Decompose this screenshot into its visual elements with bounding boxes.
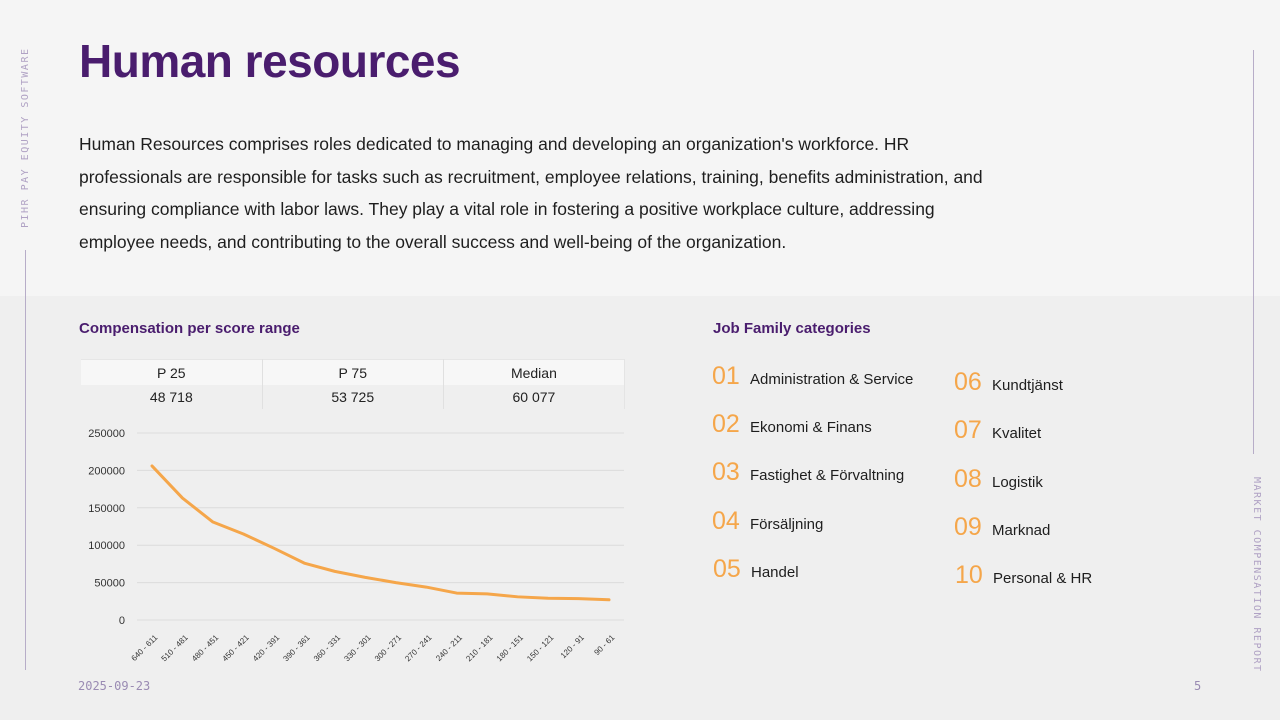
- table-header-p25: P 25: [81, 359, 263, 385]
- job-family-number: 05: [713, 555, 741, 583]
- table-cell-median: 60 077: [443, 385, 626, 409]
- job-family-item: 03 Fastighet & Förvaltning: [712, 458, 904, 487]
- compensation-line-chart: 0 50000 100000 150000 200000 250000 640 - 611 5…: [88, 428, 624, 664]
- compensation-title: Compensation per score range: [79, 320, 300, 337]
- job-family-label: Kvalitet: [992, 425, 1042, 442]
- job-family-label: Logistik: [992, 474, 1043, 491]
- x-tick-label: 390 - 361: [281, 633, 312, 664]
- x-tick-label: 240 - 211: [434, 633, 464, 663]
- y-tick-label: 250000: [88, 428, 125, 440]
- x-tick-label: 90 - 61: [592, 633, 616, 657]
- job-family-item: 07 Kvalitet: [954, 416, 1041, 445]
- job-family-number: 10: [955, 561, 983, 589]
- job-family-label: Personal & HR: [993, 570, 1093, 587]
- y-tick-label: 50000: [94, 578, 125, 590]
- table-cell-p25: 48 718: [81, 385, 263, 409]
- job-family-label: Administration & Service: [750, 371, 914, 388]
- x-tick-label: 120 - 91: [559, 633, 587, 661]
- y-tick-label: 150000: [88, 503, 125, 515]
- job-family-number: 04: [712, 507, 740, 535]
- job-family-item: 04 Försäljning: [712, 507, 823, 536]
- right-side-label: MARKET COMPENSATION REPORT: [1251, 477, 1262, 673]
- x-tick-label: 270 - 241: [403, 633, 434, 664]
- x-tick-label: 510 - 481: [160, 633, 191, 664]
- job-family-item: 05 Handel: [713, 555, 799, 584]
- x-tick-label: 180 - 151: [495, 633, 526, 664]
- table-header-median: Median: [443, 359, 626, 385]
- job-family-item: 01 Administration & Service: [712, 362, 913, 391]
- right-divider-line: [1253, 50, 1254, 454]
- job-family-item: 09 Marknad: [954, 513, 1050, 542]
- x-tick-label: 330 - 301: [342, 633, 373, 664]
- table-row: 48 718 53 725 60 077: [81, 385, 626, 409]
- percentile-table: P 25 P 75 Median 48 718 53 725 60 077: [81, 359, 626, 409]
- job-family-item: 06 Kundtjänst: [954, 368, 1063, 397]
- x-tick-label: 360 - 331: [312, 633, 343, 664]
- job-family-number: 09: [954, 513, 982, 541]
- y-tick-label: 0: [119, 615, 125, 627]
- job-family-label: Ekonomi & Finans: [750, 419, 872, 436]
- table-header-row: P 25 P 75 Median: [81, 359, 626, 385]
- x-tick-label: 420 - 391: [251, 633, 282, 664]
- footer-date: 2025-09-23: [78, 679, 151, 693]
- x-tick-label: 300 - 271: [373, 633, 404, 664]
- job-family-label: Marknad: [992, 522, 1051, 539]
- table-cell-p75: 53 725: [262, 385, 444, 409]
- x-tick-label: 480 - 451: [190, 633, 221, 664]
- page-title: Human resources: [79, 35, 461, 87]
- intro-paragraph: Human Resources comprises roles dedicate…: [79, 134, 983, 252]
- job-family-number: 08: [954, 465, 982, 493]
- x-tick-label: 150 - 121: [525, 633, 556, 664]
- left-side-label: PIHR PAY EQUITY SOFTWARE: [20, 47, 31, 229]
- header-background: [0, 0, 1280, 296]
- series-line: [150, 464, 611, 602]
- job-family-number: 03: [712, 458, 740, 486]
- table-header-p75: P 75: [262, 359, 444, 385]
- job-family-label: Kundtjänst: [992, 377, 1063, 394]
- job-family-label: Handel: [751, 564, 799, 581]
- job-family-item: 08 Logistik: [954, 465, 1043, 494]
- job-family-number: 02: [712, 410, 740, 438]
- job-family-number: 01: [712, 362, 740, 390]
- job-family-number: 06: [954, 368, 982, 396]
- left-divider-line: [25, 250, 26, 670]
- y-tick-label: 200000: [88, 465, 125, 477]
- job-family-label: Fastighet & Förvaltning: [750, 467, 905, 484]
- x-tick-label: 450 - 421: [221, 633, 252, 664]
- x-tick-label: 210 - 181: [464, 633, 495, 664]
- job-family-label: Försäljning: [750, 516, 824, 533]
- x-tick-label: 640 - 611: [130, 633, 160, 663]
- page-number: 5: [1194, 679, 1202, 693]
- job-family-title: Job Family categories: [713, 320, 871, 337]
- job-family-number: 07: [954, 416, 982, 444]
- job-family-item: 02 Ekonomi & Finans: [712, 410, 872, 439]
- y-tick-label: 100000: [88, 540, 125, 552]
- job-family-item: 10 Personal & HR: [955, 561, 1092, 590]
